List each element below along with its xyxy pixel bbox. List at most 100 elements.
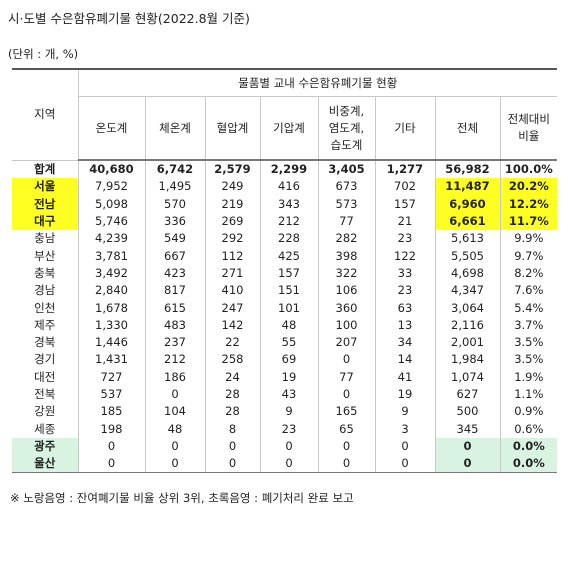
value-cell: 122 xyxy=(374,247,436,265)
value-cell: 19 xyxy=(259,368,319,386)
value-cell: 43 xyxy=(259,385,319,404)
region-header: 지역 xyxy=(12,68,79,161)
value-cell: 55 xyxy=(259,333,319,352)
value-cell: 19 xyxy=(374,385,436,404)
value-cell: 9 xyxy=(374,403,436,421)
value-cell: 247 xyxy=(204,299,261,317)
value-cell: 0 xyxy=(144,385,206,404)
value-cell: 570 xyxy=(144,195,206,213)
value-cell: 817 xyxy=(144,282,206,300)
value-cell: 3 xyxy=(374,420,436,438)
column-header: 온도계 xyxy=(78,96,146,161)
value-cell: 48 xyxy=(144,420,206,438)
value-cell: 2,579 xyxy=(204,160,261,179)
title: 시·도별 수은함유폐기물 현황(2022.8월 기준) xyxy=(8,11,250,26)
value-cell: 3.5% xyxy=(499,333,558,352)
value-cell: 186 xyxy=(144,368,206,386)
value-cell: 1,277 xyxy=(374,160,436,179)
value-cell: 345 xyxy=(434,420,501,438)
table-row: 세종 198 48 8 23 65 3 345 0.6% xyxy=(12,420,558,438)
region-cell: 경남 xyxy=(12,282,79,300)
value-cell: 33 xyxy=(374,264,436,283)
value-cell: 198 xyxy=(77,420,146,438)
value-cell: 4,347 xyxy=(434,282,501,300)
table-row: 강원 185 104 28 9 165 9 500 0.9% xyxy=(12,403,558,421)
value-cell: 157 xyxy=(259,264,319,283)
region-cell: 전북 xyxy=(12,385,79,404)
value-cell: 8 xyxy=(204,420,261,438)
value-cell: 219 xyxy=(204,195,261,213)
footnote: ※ 노랑음영 : 잔여폐기물 비율 상위 3위, 초록음영 : 폐기처리 완료 … xyxy=(10,491,354,505)
value-cell: 343 xyxy=(259,195,319,213)
value-cell: 3.5% xyxy=(499,351,558,369)
region-cell: 울산 xyxy=(12,455,79,474)
value-cell: 0 xyxy=(144,455,206,474)
value-cell: 1,984 xyxy=(434,351,501,369)
region-cell: 강원 xyxy=(12,403,79,421)
value-cell: 0 xyxy=(144,437,206,456)
column-header: 기압계 xyxy=(259,96,319,161)
value-cell: 258 xyxy=(204,351,261,369)
table-row: 경기 1,431 212 258 69 0 14 1,984 3.5% xyxy=(12,351,558,369)
value-cell: 151 xyxy=(259,282,319,300)
value-cell: 0 xyxy=(204,455,261,474)
region-cell: 전남 xyxy=(12,195,79,213)
value-cell: 77 xyxy=(317,368,376,386)
value-cell: 0 xyxy=(317,351,376,369)
region-cell: 경기 xyxy=(12,351,79,369)
value-cell: 22 xyxy=(204,333,261,352)
value-cell: 425 xyxy=(259,247,319,265)
table-row: 인천 1,678 615 247 101 360 63 3,064 5.4% xyxy=(12,299,558,317)
value-cell: 667 xyxy=(144,247,206,265)
value-cell: 142 xyxy=(204,316,261,334)
value-cell: 0 xyxy=(434,455,501,474)
value-cell: 5,505 xyxy=(434,247,501,265)
value-cell: 5,613 xyxy=(434,230,501,248)
table-row: 경남 2,840 817 410 151 106 23 4,347 7.6% xyxy=(12,282,558,300)
value-cell: 3,064 xyxy=(434,299,501,317)
value-cell: 336 xyxy=(144,212,206,231)
value-cell: 0 xyxy=(259,437,319,456)
value-cell: 3,781 xyxy=(77,247,146,265)
table-row: 충남 4,239 549 292 228 282 23 5,613 9.9% xyxy=(12,230,558,248)
value-cell: 1,431 xyxy=(77,351,146,369)
column-header: 체온계 xyxy=(144,96,206,161)
value-cell: 207 xyxy=(317,333,376,352)
table-row: 서울 7,952 1,495 249 416 673 702 11,487 20.2% xyxy=(12,178,558,196)
value-cell: 5,746 xyxy=(77,212,146,231)
region-cell: 부산 xyxy=(12,247,79,265)
column-header: 기타 xyxy=(374,96,436,161)
value-cell: 7.6% xyxy=(499,282,558,300)
table-row: 부산 3,781 667 112 425 398 122 5,505 9.7% xyxy=(12,247,558,265)
value-cell: 398 xyxy=(317,247,376,265)
value-cell: 28 xyxy=(204,385,261,404)
value-cell: 23 xyxy=(259,420,319,438)
table-row: 광주 0 0 0 0 0 0 0 0.0% xyxy=(12,437,558,456)
value-cell: 34 xyxy=(374,333,436,352)
region-cell: 인천 xyxy=(12,299,79,317)
value-cell: 0 xyxy=(374,455,436,474)
value-cell: 228 xyxy=(259,230,319,248)
value-cell: 65 xyxy=(317,420,376,438)
value-cell: 0 xyxy=(259,455,319,474)
column-header: 혈압계 xyxy=(204,96,261,161)
value-cell: 0 xyxy=(317,455,376,474)
column-header: 비중계, 염도계, 습도계 xyxy=(317,96,376,161)
value-cell: 6,742 xyxy=(144,160,206,179)
table-row: 전남 5,098 570 219 343 573 157 6,960 12.2% xyxy=(12,195,558,213)
column-header: 전체대비 비율 xyxy=(499,96,558,161)
table-row: 합계 40,680 6,742 2,579 2,299 3,405 1,277 56,982 1… xyxy=(12,160,558,179)
table-row: 경북 1,446 237 22 55 207 34 2,001 3.5% xyxy=(12,333,558,352)
region-cell: 경북 xyxy=(12,333,79,352)
value-cell: 13 xyxy=(374,316,436,334)
value-cell: 483 xyxy=(144,316,206,334)
value-cell: 1,678 xyxy=(77,299,146,317)
value-cell: 56,982 xyxy=(434,160,501,179)
table-row: 울산 0 0 0 0 0 0 0 0.0% xyxy=(12,455,558,474)
value-cell: 423 xyxy=(144,264,206,283)
value-cell: 0 xyxy=(317,385,376,404)
group-header: 물품별 교내 수은함유폐기물 현황 xyxy=(77,68,558,97)
value-cell: 6,960 xyxy=(434,195,501,213)
region-cell: 광주 xyxy=(12,437,79,456)
value-cell: 63 xyxy=(374,299,436,317)
